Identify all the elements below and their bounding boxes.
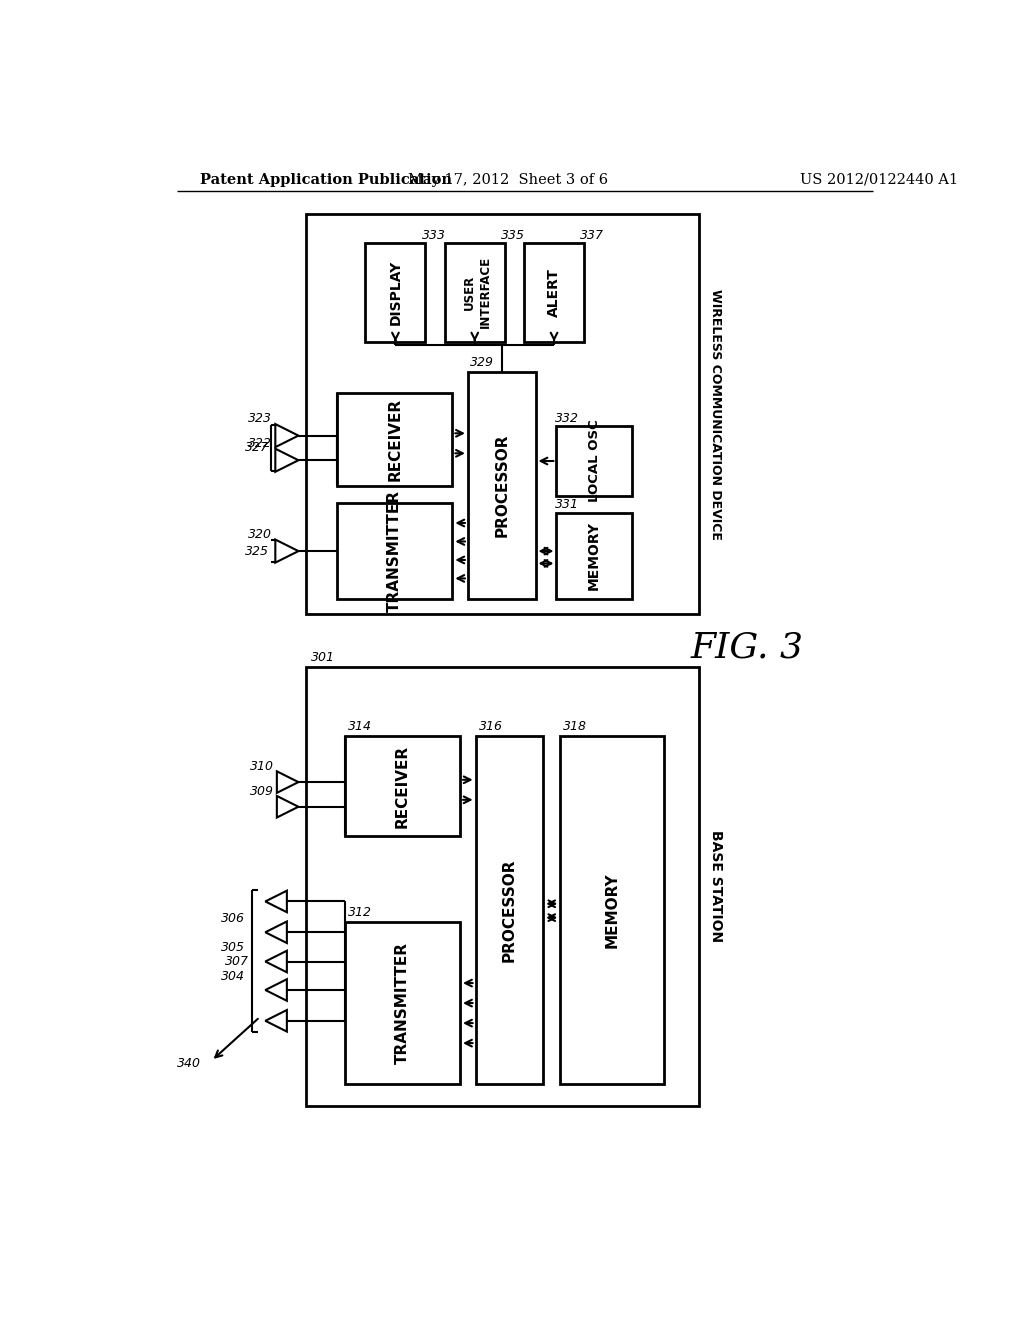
Bar — [444, 243, 505, 342]
Bar — [468, 372, 536, 599]
Text: US 2012/0122440 A1: US 2012/0122440 A1 — [801, 173, 958, 187]
Text: 312: 312 — [348, 907, 372, 920]
Text: 306: 306 — [220, 912, 245, 925]
Text: TRANSMITTER: TRANSMITTER — [387, 490, 402, 611]
Text: 318: 318 — [563, 721, 588, 733]
Bar — [345, 923, 460, 1084]
Bar — [337, 503, 453, 599]
Bar — [560, 737, 665, 1084]
Bar — [366, 243, 425, 342]
Text: 323: 323 — [248, 412, 271, 425]
Bar — [556, 512, 632, 599]
Text: DISPLAY: DISPLAY — [388, 260, 402, 325]
Text: BASE STATION: BASE STATION — [709, 830, 723, 942]
Text: TRANSMITTER: TRANSMITTER — [395, 942, 410, 1064]
Text: 320: 320 — [248, 528, 271, 541]
Text: FIG. 3: FIG. 3 — [690, 631, 803, 664]
Text: 314: 314 — [348, 721, 372, 733]
Text: MEMORY: MEMORY — [587, 521, 601, 590]
Text: May 17, 2012  Sheet 3 of 6: May 17, 2012 Sheet 3 of 6 — [408, 173, 608, 187]
Text: 305: 305 — [220, 941, 245, 954]
Text: 304: 304 — [220, 970, 245, 982]
Bar — [337, 393, 453, 486]
Text: RECEIVER: RECEIVER — [387, 397, 402, 480]
Text: MEMORY: MEMORY — [605, 873, 620, 948]
Text: 332: 332 — [555, 412, 579, 425]
Bar — [306, 214, 698, 614]
Bar — [306, 667, 698, 1106]
Text: 316: 316 — [478, 721, 503, 733]
Text: 301: 301 — [310, 651, 335, 664]
Bar — [475, 737, 544, 1084]
Text: 335: 335 — [501, 228, 525, 242]
Text: USER
INTERFACE: USER INTERFACE — [463, 256, 493, 329]
Text: PROCESSOR: PROCESSOR — [502, 858, 517, 962]
Text: 337: 337 — [581, 228, 604, 242]
Text: 331: 331 — [555, 499, 579, 511]
Text: Patent Application Publication: Patent Application Publication — [200, 173, 452, 187]
Text: 327: 327 — [245, 441, 269, 454]
Text: PROCESSOR: PROCESSOR — [495, 433, 509, 537]
Text: ALERT: ALERT — [547, 268, 561, 317]
Bar — [345, 737, 460, 836]
Text: 307: 307 — [225, 954, 249, 968]
Text: RECEIVER: RECEIVER — [395, 744, 410, 828]
Text: 309: 309 — [250, 785, 273, 797]
Bar — [556, 426, 632, 496]
Bar — [524, 243, 584, 342]
Text: 310: 310 — [250, 760, 273, 774]
Text: 329: 329 — [470, 356, 495, 370]
Text: 325: 325 — [245, 545, 269, 557]
Text: 333: 333 — [422, 228, 445, 242]
Text: WIRELESS COMMUNICATION DEVICE: WIRELESS COMMUNICATION DEVICE — [710, 289, 722, 540]
Text: 340: 340 — [177, 1056, 202, 1069]
Text: LOCAL OSC: LOCAL OSC — [588, 420, 601, 503]
Text: 322: 322 — [248, 437, 271, 450]
